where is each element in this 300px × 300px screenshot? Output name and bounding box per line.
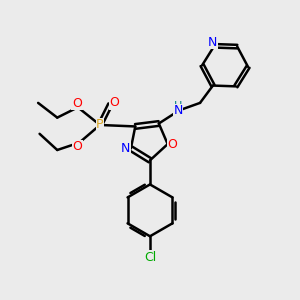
Text: Cl: Cl (144, 251, 156, 264)
Text: O: O (168, 138, 178, 151)
Text: N: N (173, 104, 183, 117)
Text: H: H (174, 101, 182, 111)
Text: N: N (208, 36, 218, 49)
Text: P: P (96, 118, 104, 131)
Text: O: O (72, 140, 82, 153)
Text: O: O (72, 97, 82, 110)
Text: O: O (110, 96, 120, 110)
Text: N: N (121, 142, 130, 155)
